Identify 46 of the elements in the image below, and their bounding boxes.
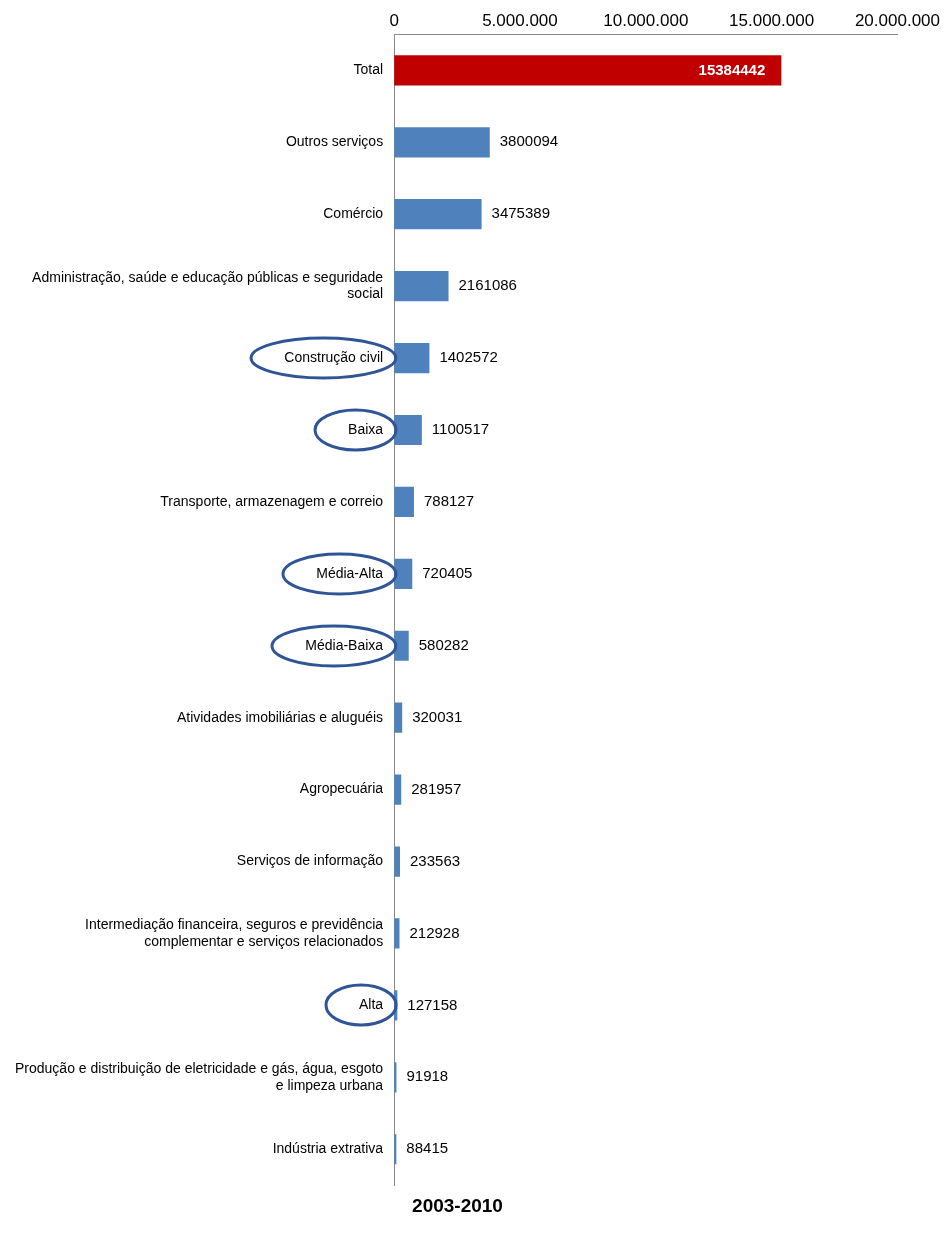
data-label: 233563 (410, 851, 461, 869)
data-label: 720405 (422, 563, 473, 581)
bar (394, 199, 482, 230)
bar (394, 127, 490, 158)
y-tick-label: Administração, saúde e educação públicas e seguridade social (32, 268, 384, 302)
y-tick-label: Transporte, armazenagem e correio (160, 492, 384, 509)
text: 2003-2010 (412, 1194, 503, 1216)
y-tick-label: Outros serviços (285, 133, 384, 150)
y-tick-label: Baixa (348, 420, 384, 437)
data-label: 3475389 (491, 204, 550, 222)
x-tick-label: 5.000.000 (482, 10, 558, 30)
y-tick-label: Indústria extrativa (272, 1140, 384, 1157)
y-tick-label: Comércio (323, 205, 384, 222)
data-label: 15384442 (698, 60, 766, 78)
y-tick-label: Intermediação financeira, seguros e previdência complementar e serviços relacionados (85, 915, 384, 949)
x-tick-label: 0 (389, 10, 399, 30)
data-label: 1402572 (439, 348, 498, 366)
y-tick-label: Alta (359, 996, 384, 1013)
data-label: 88415 (406, 1139, 449, 1157)
bar (394, 630, 409, 661)
x-tick-label: 15.000.000 (729, 10, 815, 30)
bar (394, 486, 414, 518)
bar (394, 55, 782, 86)
data-label: 788127 (423, 492, 475, 510)
y-tick-label: Produção e distribuição de eletricidade e gás, água, esgoto e limpeza urbana (15, 1059, 384, 1093)
data-label: 212928 (409, 923, 460, 941)
y-tick-label: Média-Alta (316, 564, 384, 581)
data-label: 127158 (407, 995, 458, 1013)
y-tick-label: Serviços de informação (236, 852, 384, 869)
data-label: 320031 (412, 707, 463, 725)
y-tick-label: Total (353, 61, 384, 78)
data-label: 2161086 (458, 276, 517, 294)
y-tick-label: Agropecuária (299, 780, 384, 797)
data-label: 281957 (411, 779, 462, 797)
bar (394, 271, 449, 302)
bar (394, 414, 422, 446)
bar (394, 342, 430, 374)
y-tick-label: Construção civil (284, 348, 384, 365)
data-label: 580282 (418, 635, 469, 653)
data-label: 1100517 (431, 420, 490, 438)
data-label: 3800094 (499, 132, 559, 150)
x-tick-label: 20.000.000 (854, 10, 941, 30)
x-tick-label: 10.000.000 (603, 10, 689, 30)
data-label: 91918 (406, 1067, 449, 1085)
y-tick-label: Atividades imobiliárias e aluguéis (176, 708, 384, 725)
y-tick-label: Média-Baixa (305, 636, 384, 653)
